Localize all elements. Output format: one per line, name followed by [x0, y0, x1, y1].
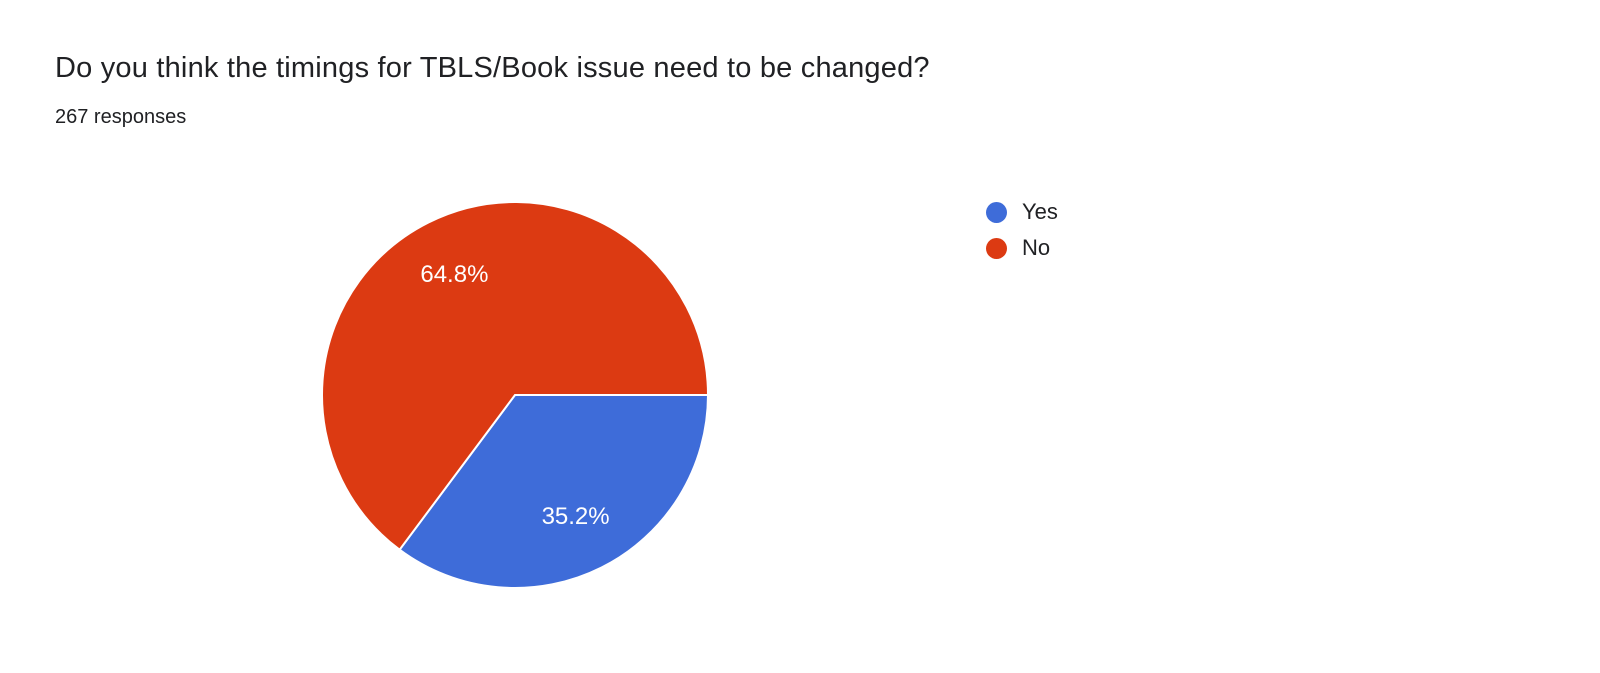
pie-chart: 35.2% 64.8% — [321, 201, 710, 589]
responses-count: 267 responses — [55, 106, 187, 128]
pie-slice-yes[interactable] — [398, 394, 710, 589]
legend-item-yes: Yes — [986, 201, 1058, 223]
legend-label-no: No — [1022, 235, 1051, 260]
pie-slice-label-no: 64.8% — [420, 261, 488, 288]
legend-swatch-no-icon — [986, 237, 1007, 259]
legend-item-no: No — [986, 237, 1058, 259]
legend-swatch-yes-icon — [986, 201, 1007, 223]
chart-legend: Yes No — [986, 201, 1058, 273]
pie-slice-no[interactable] — [321, 201, 710, 552]
legend-label-yes: Yes — [1022, 199, 1058, 224]
chart-title: Do you think the timings for TBLS/Book i… — [55, 52, 930, 84]
pie-slice-label-yes: 35.2% — [542, 503, 610, 530]
pie-chart-container: 35.2% 64.8% — [320, 200, 710, 590]
